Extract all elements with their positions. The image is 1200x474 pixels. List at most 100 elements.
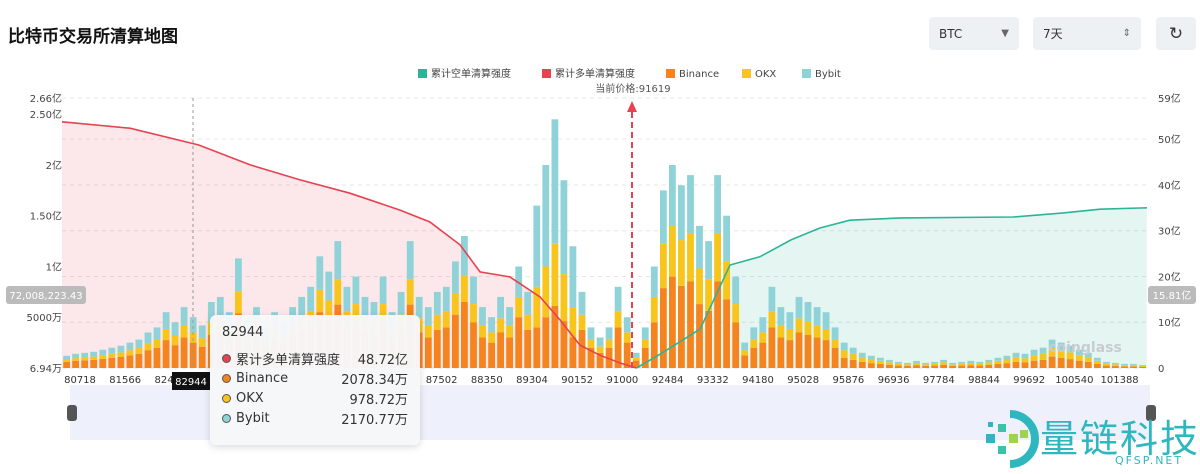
bar-okx[interactable] [1130,365,1137,367]
bar-okx[interactable] [669,225,676,277]
bar-bybit[interactable] [488,317,495,333]
bar-binance[interactable] [442,327,450,368]
bar-okx[interactable] [840,350,848,358]
bar-bybit[interactable] [415,296,423,319]
bar-okx[interactable] [596,346,604,353]
bar-bybit[interactable] [723,215,730,262]
bar-binance[interactable] [1039,359,1047,368]
bar-bybit[interactable] [578,291,586,315]
bar-okx[interactable] [551,243,559,306]
bar-okx[interactable] [831,339,839,348]
bar-bybit[interactable] [117,345,125,353]
bar-okx[interactable] [72,358,79,361]
bar-bybit[interactable] [795,296,803,319]
bar-bybit[interactable] [1075,349,1083,356]
bar-okx[interactable] [144,343,152,351]
bar-bybit[interactable] [714,175,721,233]
bar-binance[interactable] [81,360,89,368]
bar-bybit[interactable] [524,291,532,315]
bar-bybit[interactable] [605,327,613,340]
bar-okx[interactable] [1012,357,1020,362]
bar-bybit[interactable] [560,180,568,275]
bar-okx[interactable] [650,296,658,323]
bar-binance[interactable] [497,332,504,369]
bar-bybit[interactable] [424,307,432,326]
bar-okx[interactable] [90,356,98,360]
bar-bybit[interactable] [650,266,658,298]
bar-bybit[interactable] [325,271,333,301]
bar-binance[interactable] [922,366,929,368]
bar-bybit[interactable] [949,362,957,365]
bar-binance[interactable] [678,285,685,368]
bar-okx[interactable] [126,350,134,356]
bar-okx[interactable] [994,360,1002,364]
bar-okx[interactable] [153,339,161,348]
bar-binance[interactable] [650,322,658,368]
bar-bybit[interactable] [877,357,884,361]
bar-bybit[interactable] [361,296,369,319]
bar-okx[interactable] [569,307,577,338]
bar-bybit[interactable] [180,307,188,326]
bar-binance[interactable] [985,364,993,368]
bar-bybit[interactable] [687,175,694,233]
bar-bybit[interactable] [759,317,767,333]
bar-binance[interactable] [605,347,613,368]
bar-bybit[interactable] [461,236,468,276]
bar-bybit[interactable] [895,361,902,364]
bar-binance[interactable] [506,337,513,369]
bar-bybit[interactable] [506,307,513,326]
bar-binance[interactable] [135,353,143,368]
bar-okx[interactable] [660,243,667,289]
bar-bybit[interactable] [1003,355,1011,360]
bar-bybit[interactable] [822,312,830,329]
bar-binance[interactable] [1130,366,1137,368]
bar-okx[interactable] [1057,350,1065,358]
bar-okx[interactable] [1048,348,1056,357]
bar-bybit[interactable] [551,119,559,244]
bar-binance[interactable] [551,305,559,368]
bar-binance[interactable] [1012,361,1020,368]
bar-bybit[interactable] [397,291,405,315]
bar-binance[interactable] [849,359,857,368]
bar-okx[interactable] [931,363,938,366]
bar-binance[interactable] [867,363,875,368]
bar-bybit[interactable] [994,357,1002,361]
bar-binance[interactable] [632,360,640,368]
bar-okx[interactable] [334,279,342,305]
bar-okx[interactable] [352,304,360,323]
bar-binance[interactable] [750,347,758,368]
bar-bybit[interactable] [298,296,306,319]
bar-binance[interactable] [479,337,486,369]
bar-okx[interactable] [705,279,712,311]
bar-bybit[interactable] [171,322,179,336]
bar-okx[interactable] [542,266,550,318]
bar-binance[interactable] [596,352,604,368]
bar-binance[interactable] [732,322,740,368]
bar-okx[interactable] [623,332,631,343]
bar-okx[interactable] [452,293,459,315]
bar-binance[interactable] [687,281,694,368]
legend-item[interactable]: OKX [755,69,776,80]
bar-okx[interactable] [759,332,767,343]
bar-binance[interactable] [1030,360,1038,368]
bar-binance[interactable] [162,340,170,368]
legend-swatch[interactable] [802,69,811,78]
bar-bybit[interactable] [216,296,224,319]
bar-bybit[interactable] [452,261,459,294]
bar-bybit[interactable] [316,256,324,290]
bar-okx[interactable] [822,328,830,341]
bar-okx[interactable] [497,318,504,333]
bar-okx[interactable] [461,275,468,302]
bar-bybit[interactable] [750,327,758,340]
bar-okx[interactable] [967,363,975,366]
bar-okx[interactable] [99,355,107,359]
bar-binance[interactable] [587,347,595,368]
bar-okx[interactable] [171,336,179,346]
bar-binance[interactable] [189,342,197,368]
bar-binance[interactable] [424,337,432,369]
bar-bybit[interactable] [189,317,197,333]
bar-binance[interactable] [931,365,938,368]
bar-binance[interactable] [470,322,477,368]
bar-bybit[interactable] [1057,342,1065,351]
bar-bybit[interactable] [1012,352,1020,358]
